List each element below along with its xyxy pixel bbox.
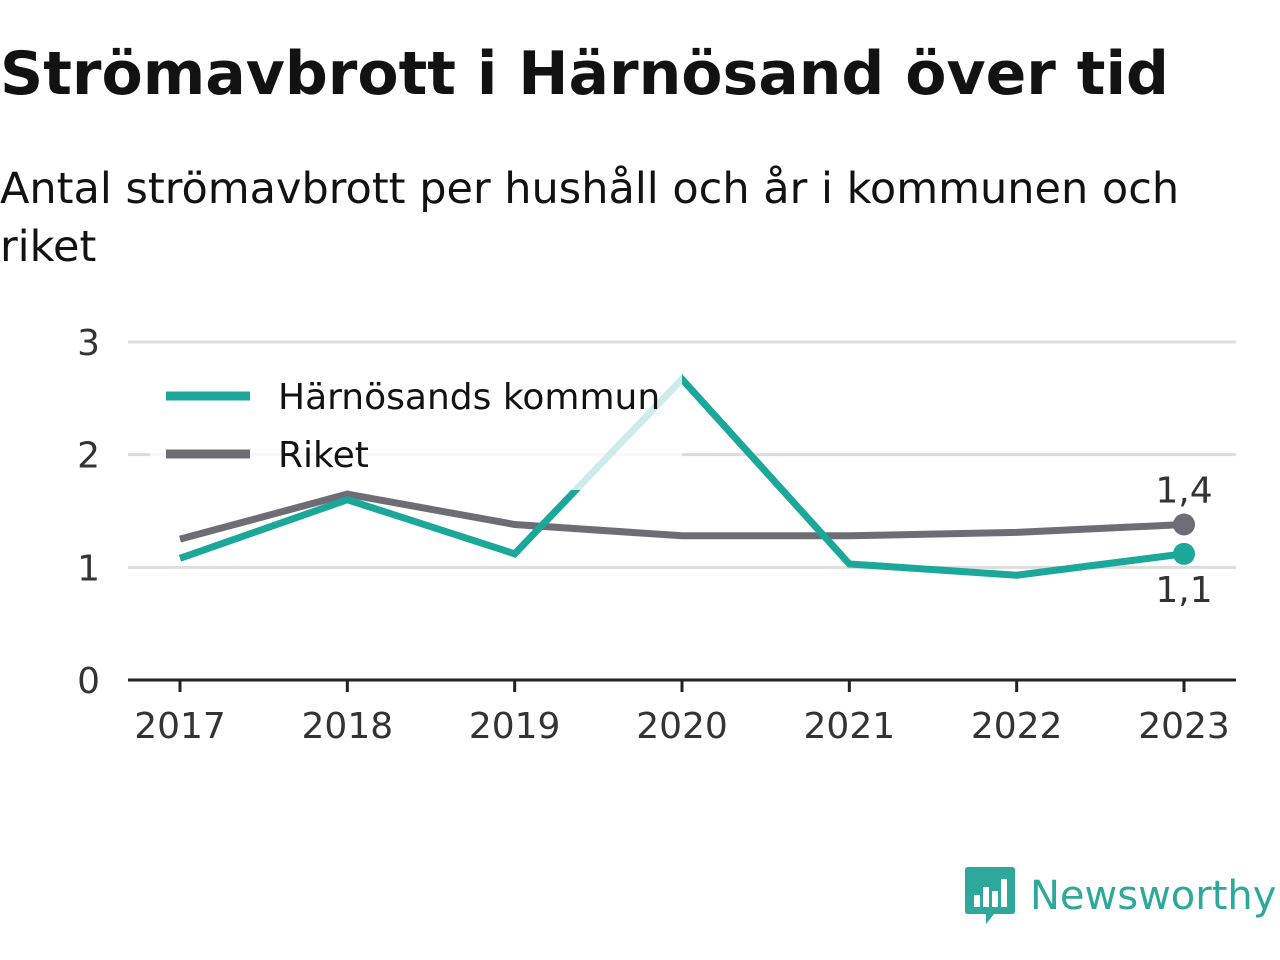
x-tick-label: 2021 (804, 706, 896, 747)
legend-label: Härnösands kommun (278, 377, 660, 418)
y-tick-label: 0 (77, 661, 100, 702)
x-tick-label: 2019 (469, 706, 561, 747)
x-tick-label: 2017 (134, 706, 226, 747)
chart-title: Strömavbrott i Härnösand över tid (0, 39, 1169, 109)
x-axis: 2017 2018 2019 2020 2021 2022 2023 (128, 678, 1236, 747)
legend-label: Riket (278, 435, 369, 476)
newsworthy-logo-icon (965, 867, 1015, 924)
y-tick-label: 1 (77, 548, 100, 589)
chart-subtitle: Antal strömavbrott per hushåll och år i … (0, 164, 1180, 272)
x-tick-label: 2020 (636, 706, 728, 747)
line-chart: 0 1 2 3 2017 2018 2019 2020 2021 2022 2023 Härnös… (77, 323, 1236, 747)
x-tick-label: 2018 (302, 706, 394, 747)
end-markers: 1,1 1,4 (1155, 471, 1212, 611)
x-tick-label: 2023 (1138, 706, 1230, 747)
end-marker (1173, 513, 1195, 536)
end-value-label: 1,1 (1155, 570, 1212, 611)
x-tick-label: 2022 (971, 706, 1063, 747)
legend: Härnösands kommun Riket (150, 372, 682, 490)
newsworthy-logo: Newsworthy (964, 864, 1276, 928)
series-line-1 (179, 490, 1185, 543)
y-tick-label: 2 (77, 436, 100, 477)
brand-name: Newsworthy (1030, 873, 1277, 919)
y-axis-ticks: 0 1 2 3 (77, 323, 100, 702)
y-tick-label: 3 (77, 323, 100, 364)
end-marker (1173, 542, 1195, 565)
end-value-label: 1,4 (1155, 471, 1212, 512)
